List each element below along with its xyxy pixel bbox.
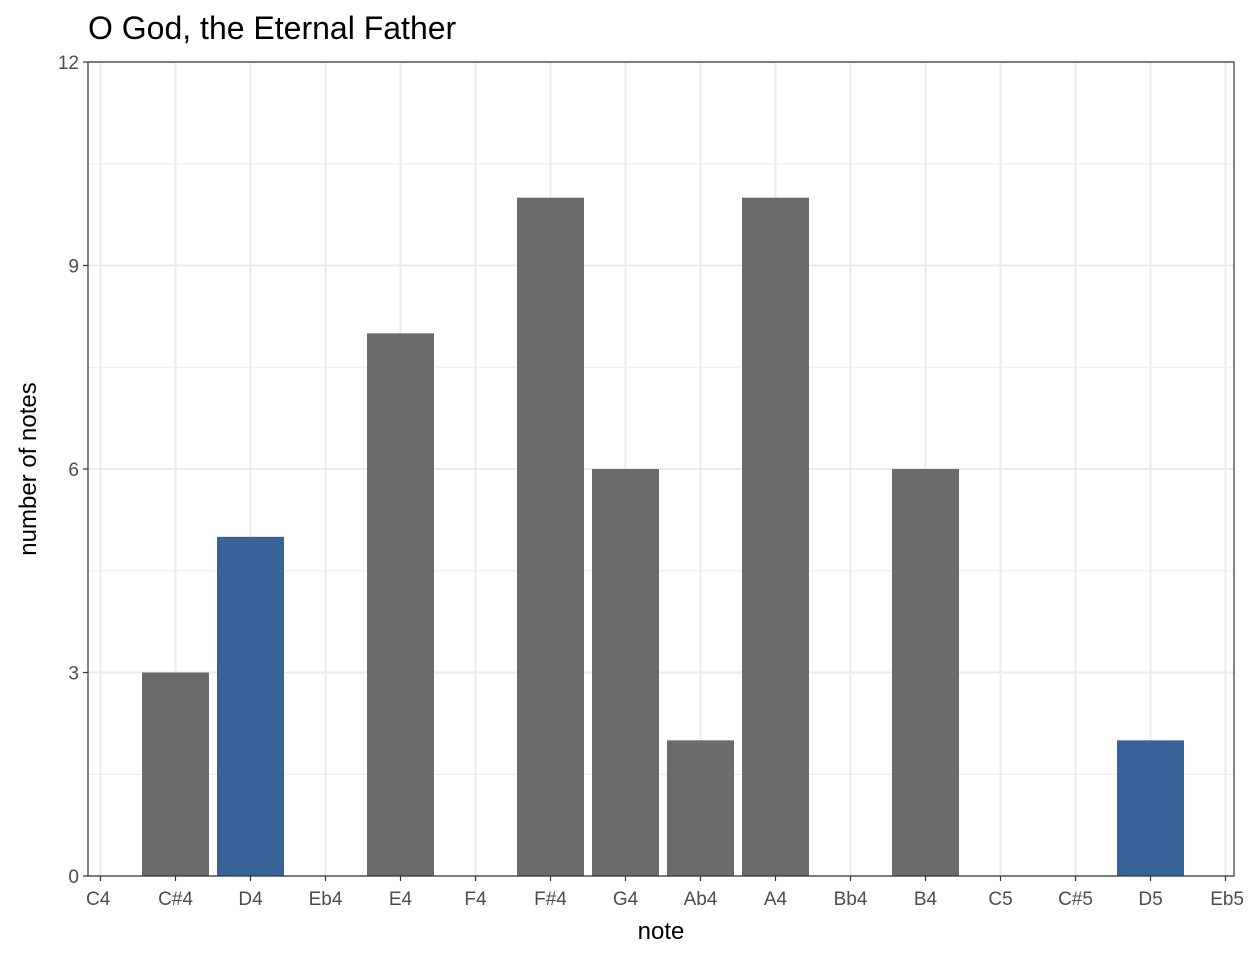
x-tick-label: Eb5 — [1210, 889, 1244, 910]
y-tick-label: 0 — [68, 867, 79, 888]
y-tick-label: 9 — [68, 257, 79, 278]
bar-b4 — [892, 469, 959, 876]
x-axis-title: note — [638, 918, 685, 945]
y-tick-label: 12 — [58, 53, 79, 74]
x-tick-label: B4 — [914, 889, 938, 910]
x-tick-label: C#5 — [1058, 889, 1093, 910]
y-tick-label: 6 — [68, 460, 79, 481]
x-tick-label: A4 — [764, 889, 788, 910]
x-tick-label: E4 — [389, 889, 413, 910]
x-tick-label: D5 — [1138, 889, 1162, 910]
x-tick-label: C5 — [988, 889, 1012, 910]
axes: 0 3 6 9 12 C4 C#4 D4 Eb4 E4 F4 F#4 G4 Ab4 A4 Bb4 B4 C5 C#5… — [58, 53, 1244, 910]
y-tick-label: 3 — [68, 664, 79, 685]
bar-g4 — [592, 469, 659, 876]
bar-e4 — [367, 333, 434, 876]
bar-fsharp4 — [517, 197, 584, 876]
x-tick-label: Eb4 — [309, 889, 343, 910]
y-axis-title: number of notes — [15, 382, 42, 555]
bar-a4 — [742, 197, 809, 876]
bar-d4 — [217, 536, 284, 876]
x-tick-label: C4 — [86, 889, 111, 910]
x-tick-label: G4 — [613, 889, 639, 910]
bar-ab4 — [667, 740, 734, 876]
x-tick-label: F#4 — [534, 889, 567, 910]
bars — [142, 197, 1184, 876]
x-tick-label: Ab4 — [684, 889, 718, 910]
bar-d5 — [1117, 740, 1184, 876]
bar-csharp4 — [142, 672, 209, 876]
chart-title: O God, the Eternal Father — [88, 10, 457, 46]
x-tick-label: C#4 — [158, 889, 193, 910]
x-tick-label: Bb4 — [834, 889, 868, 910]
x-tick-label: D4 — [238, 889, 263, 910]
x-tick-label: F4 — [464, 889, 487, 910]
